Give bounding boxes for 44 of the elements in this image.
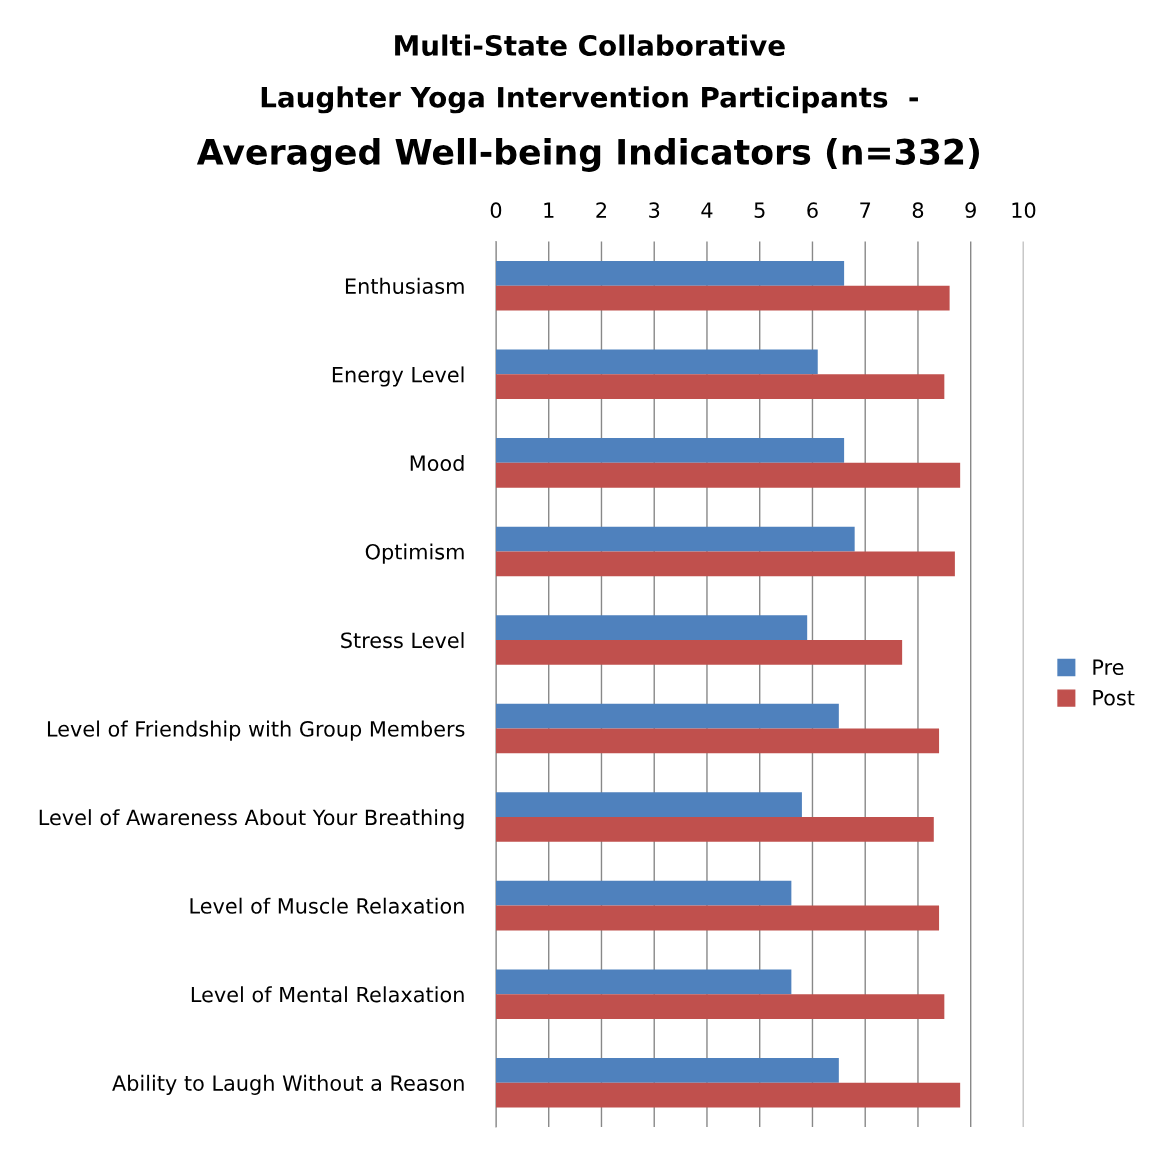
- bar: [495, 905, 940, 931]
- y-tick-label: Optimism: [365, 543, 464, 564]
- y-tick-label: Ability to Laugh Without a Reason: [112, 1074, 464, 1095]
- x-tick-label: 6: [807, 202, 818, 219]
- legend-label: Post: [1093, 690, 1135, 706]
- bar: [495, 285, 950, 311]
- bar: [495, 349, 818, 375]
- bar: [495, 260, 845, 286]
- x-tick-label: 8: [912, 202, 924, 219]
- bar: [495, 703, 839, 729]
- bar: [495, 969, 792, 995]
- x-tick-label: 10: [1012, 202, 1036, 219]
- bar: [495, 880, 792, 906]
- x-tick-label: 1: [544, 202, 554, 218]
- y-tick-label: Mood: [410, 454, 464, 472]
- x-tick-label: 0: [490, 202, 502, 219]
- y-tick-label: Stress Level: [341, 632, 464, 649]
- x-tick-label: 7: [860, 202, 871, 218]
- bar: [495, 994, 945, 1019]
- y-tick-label: Level of Friendship with Group Members: [47, 720, 465, 741]
- y-tick-label: Level of Awareness About Your Breathing: [39, 809, 464, 830]
- bar: [495, 1057, 839, 1083]
- y-tick-label: Level of Muscle Relaxation: [190, 897, 464, 914]
- bar: [495, 438, 845, 463]
- y-tick-label: Level of Mental Relaxation: [191, 986, 464, 1003]
- x-tick-label: 2: [596, 202, 607, 218]
- chart-title: Multi-State Collaborative Laughter Yoga Intervention Participants - Averaged Well-being Indicators (n=332): [196, 34, 979, 172]
- bar: [495, 1082, 961, 1108]
- bar: [495, 462, 961, 488]
- bar: [495, 728, 940, 754]
- x-tick-label: 9: [965, 202, 976, 219]
- legend-label: Pre: [1093, 659, 1124, 676]
- bar: [495, 639, 903, 665]
- y-tick-label: Enthusiasm: [345, 277, 464, 294]
- x-tick-label: 5: [754, 202, 765, 219]
- bar: [495, 374, 945, 400]
- bar: [495, 526, 855, 552]
- bar: [495, 615, 808, 640]
- x-tick-label: 3: [649, 202, 660, 219]
- bar: [495, 817, 934, 842]
- bar: [495, 792, 802, 818]
- x-tick-label: 4: [701, 202, 713, 218]
- bar: [495, 551, 955, 577]
- y-tick-label: Energy Level: [332, 366, 464, 387]
